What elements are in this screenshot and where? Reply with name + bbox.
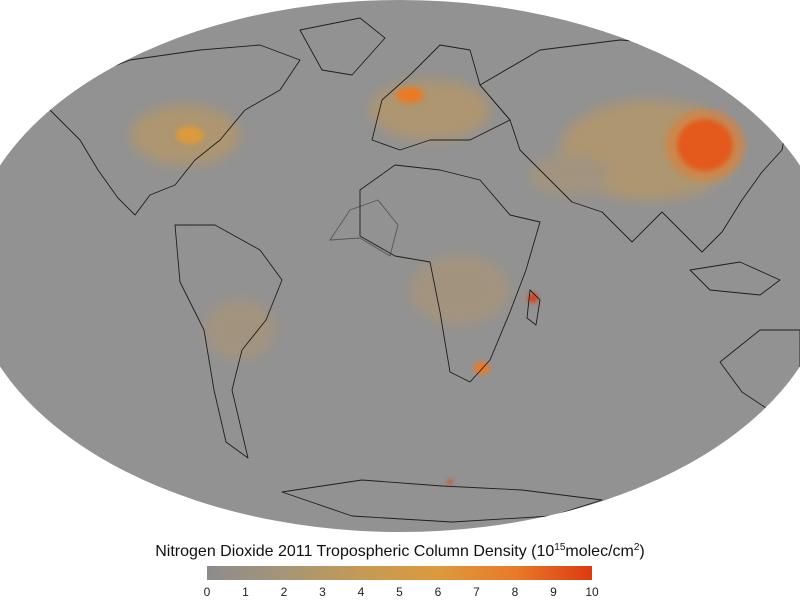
title-superscript: 2: [634, 542, 640, 553]
colorbar-tick-label: 7: [473, 585, 480, 599]
title-text: ): [639, 543, 644, 560]
title-superscript: 15: [554, 542, 566, 553]
noise-texture: [0, 0, 800, 532]
colorbar-tick-label: 3: [319, 585, 326, 599]
hotspots: [80, 87, 745, 484]
colorbar-tick-label: 6: [435, 585, 442, 599]
colorbar-tick-label: 4: [358, 585, 365, 599]
colorbar-tick-label: 8: [512, 585, 519, 599]
colorbar-tick-label: 1: [242, 585, 249, 599]
colorbar-tick-label: 2: [281, 585, 288, 599]
colorbar-tick-label: 9: [550, 585, 557, 599]
colorbar-tick-label: 10: [585, 585, 599, 599]
title-text: molec/cm: [565, 543, 633, 560]
title-text: Nitrogen Dioxide 2011 Tropospheric Colum…: [155, 543, 554, 560]
map-title: Nitrogen Dioxide 2011 Tropospheric Colum…: [155, 542, 644, 560]
colorbar-tick-label: 5: [396, 585, 403, 599]
globe: [0, 0, 800, 532]
coastlines: [39, 17, 800, 523]
colorbar: [207, 566, 592, 580]
colorbar-tick-label: 0: [204, 585, 211, 599]
